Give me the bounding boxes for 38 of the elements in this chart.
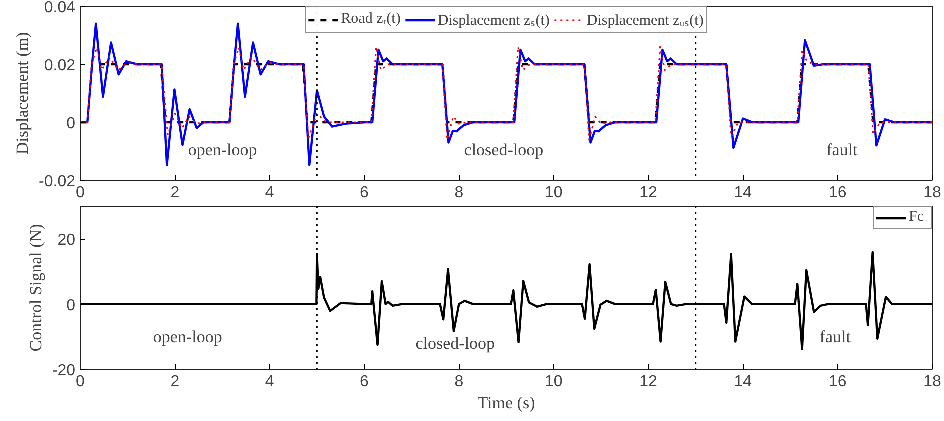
x-tick-label: 4	[265, 184, 274, 202]
y-tick-label: 0.02	[44, 58, 76, 74]
x-tick-label: 14	[734, 374, 752, 390]
x-tick-label: 12	[640, 184, 658, 202]
y-tick-label: 0	[66, 116, 76, 132]
legend-label: Displacement zₛ(t)	[438, 12, 550, 30]
y-tick-label: -0.02	[39, 174, 76, 190]
legend-label: Displacement zᵤₛ(t)	[586, 12, 704, 30]
x-tick-label: 16	[828, 374, 847, 390]
annotation: open-loop	[153, 327, 222, 346]
x-tick-label: 18	[924, 374, 942, 390]
y-tick-label: -20	[52, 362, 76, 380]
x-tick-label: 10	[544, 184, 563, 202]
x-axis-title: Time (s)	[478, 394, 536, 412]
x-tick-label: 6	[360, 184, 370, 202]
annotation: fault	[820, 327, 852, 346]
x-tick-label: 8	[454, 184, 464, 202]
x-tick-label: 16	[828, 184, 847, 202]
x-tick-label: 18	[924, 184, 942, 202]
x-tick-label: 12	[640, 374, 658, 390]
legend-label: Fc	[909, 209, 925, 226]
annotation: closed-loop	[416, 334, 496, 353]
x-tick-label: 10	[544, 374, 563, 390]
y-tick-label: 20	[58, 232, 76, 250]
x-tick-label: 14	[734, 184, 752, 202]
x-tick-label: 8	[454, 374, 464, 390]
annotation: closed-loop	[464, 140, 544, 160]
y-axis-title: Displacement (m)	[13, 32, 32, 155]
x-tick-label: 2	[170, 374, 180, 390]
y-tick-label: 0.04	[44, 0, 76, 16]
x-tick-label: 2	[170, 184, 180, 202]
annotation: fault	[826, 140, 858, 160]
x-tick-label: 6	[360, 374, 370, 390]
annotation: open-loop	[188, 140, 258, 160]
x-tick-label: 4	[265, 374, 274, 390]
legend-label: Road zᵣ(t)	[341, 11, 401, 28]
y-axis-title: Control Signal (N)	[26, 224, 46, 352]
y-tick-label: 0	[66, 297, 76, 314]
